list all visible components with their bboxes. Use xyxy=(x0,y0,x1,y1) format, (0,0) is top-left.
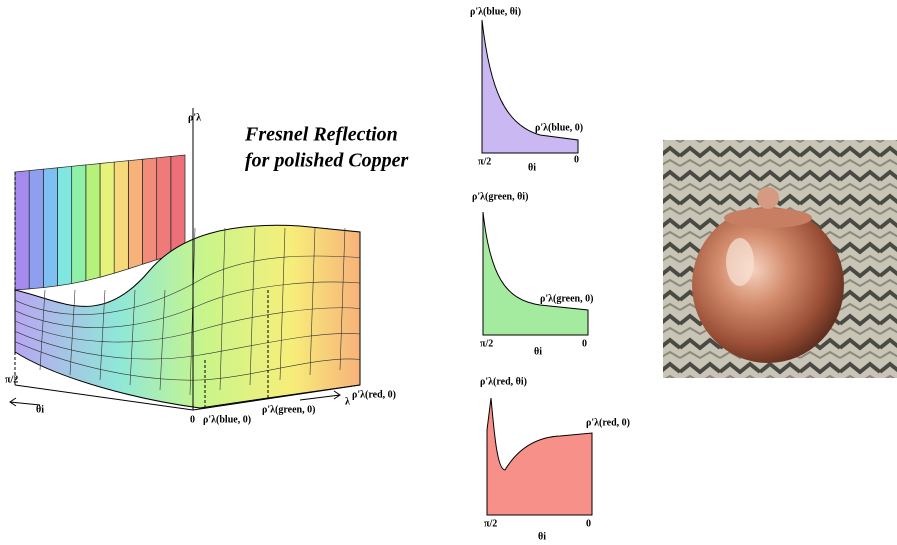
surface-plot xyxy=(15,155,360,408)
axis-label: θi xyxy=(534,346,542,357)
surface-strip xyxy=(58,166,72,286)
surface-strip xyxy=(157,156,171,259)
tick-label: π/2 xyxy=(480,338,493,349)
pot-highlight xyxy=(726,238,754,286)
surface-strip xyxy=(128,159,142,269)
tick-label: π/2 xyxy=(478,156,491,167)
surface-strip xyxy=(72,165,86,284)
green-curve xyxy=(483,212,588,335)
surface-strip xyxy=(29,169,43,289)
tick-label: 0 xyxy=(574,154,579,165)
panel-label: ρ'λ(green, 0) xyxy=(540,293,593,304)
surface-strip xyxy=(15,171,29,290)
copper-pot-photo xyxy=(663,140,897,378)
figure: Fresnel Reflection for polished Copper ρ… xyxy=(0,0,897,545)
tick-label: 0 xyxy=(190,414,195,425)
axis-label: θi xyxy=(36,404,44,415)
pot-knob xyxy=(757,187,779,209)
surface-strip xyxy=(100,162,114,277)
panel-label: ρ'λ(blue, θi) xyxy=(470,6,521,17)
axis-label: θi xyxy=(538,531,546,542)
panel-label: ρ'λ(blue, 0) xyxy=(535,122,583,133)
pot-lid xyxy=(724,208,812,228)
tick-label: π/2 xyxy=(484,518,497,529)
tick-label: 0 xyxy=(582,338,587,349)
title-line: Fresnel Reflection xyxy=(244,124,398,146)
axis-label: λ xyxy=(345,396,350,407)
panel-label: ρ'λ(green, θi) xyxy=(472,191,528,202)
surface-strip xyxy=(114,161,128,274)
axis-label: ρ'λ(blue, 0) xyxy=(203,414,251,425)
axis-label: θi xyxy=(528,162,536,173)
title-line: for polished Copper xyxy=(245,150,409,172)
red-curve xyxy=(487,398,592,515)
axis-label: ρ'λ(red, 0) xyxy=(352,389,396,400)
tick-label: 0 xyxy=(586,518,591,529)
surface-strip xyxy=(171,155,185,255)
tick-label: π/2 xyxy=(5,374,18,385)
surface-strip xyxy=(86,164,100,281)
surface-strip xyxy=(43,168,57,288)
axis-label: ρ'λ xyxy=(188,112,201,123)
panel-label: ρ'λ(red, θi) xyxy=(480,376,527,387)
panel-label: ρ'λ(red, 0) xyxy=(586,417,630,428)
pot-body xyxy=(692,207,844,363)
surface-strip xyxy=(143,158,157,264)
axis-label: ρ'λ(green, 0) xyxy=(262,404,315,415)
